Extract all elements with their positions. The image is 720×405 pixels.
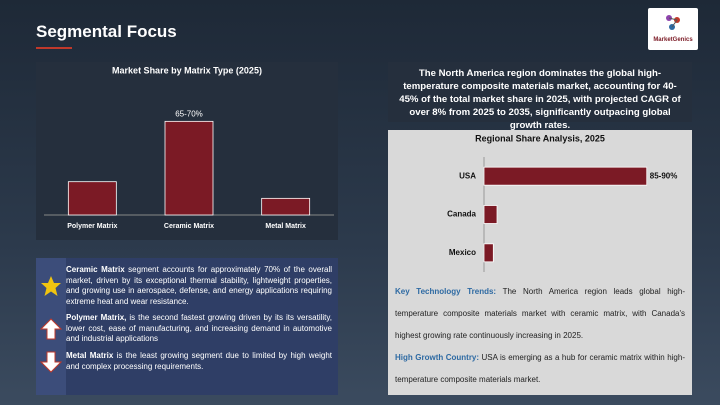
bar — [483, 243, 494, 263]
chart: Regional Share Analysis, 2025 USA 85-90% Ca… — [447, 133, 678, 272]
up-icon — [40, 318, 62, 340]
insights: Key Technology Trends: The North America… — [388, 277, 692, 391]
insight-text: USA is emerging as a hub for ceramic mat… — [395, 353, 685, 384]
region-panel: Regional Share Analysis, 2025 USA 85-90% Ca… — [388, 130, 692, 395]
down-icon — [40, 351, 62, 373]
bullet-lead: Ceramic Matrix — [66, 265, 125, 274]
bar — [483, 166, 648, 186]
x-tick-label: Ceramic Matrix — [164, 223, 214, 230]
logo-text: MarketGenics — [653, 37, 693, 43]
insight-lead: Key Technology Trends: — [395, 287, 497, 296]
bar — [261, 197, 311, 216]
bar — [483, 205, 498, 224]
insight-text: The North America region leads global hi… — [395, 287, 685, 340]
logo: MarketGenics — [648, 8, 698, 50]
page-title: Segmental Focus — [36, 22, 177, 41]
bullet: Ceramic Matrix segment accounts for appr… — [36, 265, 338, 307]
bullet-text: is the second fastest growing driven by … — [66, 313, 332, 343]
bullet: Polymer Matrix, is the second fastest gr… — [36, 313, 338, 345]
chart-title: Market Share by Matrix Type (2025) — [112, 65, 262, 75]
bullet-text: segment accounts for approximately 70% o… — [66, 265, 332, 306]
chart-panel: Market Share by Matrix Type (2025) Polyme… — [36, 62, 338, 240]
bullet-lead: Metal Matrix — [66, 351, 114, 360]
bullet: Metal Matrix is the least growing segmen… — [36, 351, 338, 373]
y-tick-label: Canada — [447, 210, 476, 219]
title-underline — [36, 47, 72, 49]
value-label: 85-90% — [650, 171, 678, 180]
bullet-text: is the least growing segment due to limi… — [66, 351, 333, 371]
summary-box: The North America region dominates the g… — [388, 62, 692, 131]
bar — [164, 120, 214, 216]
value-label: 65-70% — [175, 109, 203, 118]
bullet-panel: Ceramic Matrix segment accounts for appr… — [36, 258, 338, 395]
chart: Market Share by Matrix Type (2025) Polyme… — [44, 65, 334, 230]
logo-icon — [666, 15, 680, 30]
x-tick-label: Metal Matrix — [265, 223, 306, 230]
y-tick-label: Mexico — [449, 248, 476, 257]
bar — [67, 181, 117, 216]
insight-lead: High Growth Country: — [395, 353, 480, 362]
y-tick-label: USA — [459, 171, 476, 180]
chart-title: Regional Share Analysis, 2025 — [475, 133, 605, 143]
x-tick-label: Polymer Matrix — [67, 223, 117, 230]
star-icon — [41, 276, 61, 296]
bullet-lead: Polymer Matrix, — [66, 313, 127, 322]
